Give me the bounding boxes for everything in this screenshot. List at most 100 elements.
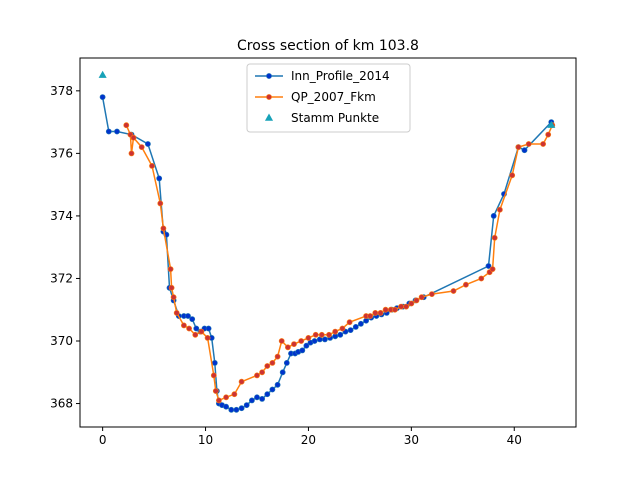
data-point-qp-2007-fkm: [123, 122, 130, 129]
data-point-qp-2007-fkm: [450, 288, 457, 294]
data-point-qp-2007-fkm: [269, 359, 276, 366]
legend: Inn_Profile_2014 QP_2007_Fkm Stamm Punkte: [246, 63, 411, 133]
y-tick-label: 374: [50, 209, 73, 223]
data-point-inn-profile-2014: [264, 391, 271, 398]
data-point-inn-profile-2014: [490, 212, 497, 219]
data-point-inn-profile-2014: [243, 402, 250, 408]
data-point-qp-2007-fkm: [170, 294, 177, 301]
data-point-inn-profile-2014: [283, 359, 290, 366]
data-point-qp-2007-fkm: [149, 162, 155, 169]
x-tick-label: 0: [99, 433, 107, 447]
data-point-qp-2007-fkm: [403, 303, 410, 310]
data-point-qp-2007-fkm: [254, 372, 260, 379]
data-point-inn-profile-2014: [205, 325, 212, 332]
data-point-qp-2007-fkm: [223, 394, 229, 401]
data-point-inn-profile-2014: [114, 128, 120, 135]
y-tick-label: 378: [50, 84, 73, 98]
data-point-qp-2007-fkm: [391, 306, 398, 313]
data-point-inn-profile-2014: [352, 323, 359, 330]
data-point-inn-profile-2014: [233, 406, 240, 413]
data-point-inn-profile-2014: [279, 369, 286, 376]
legend-label-stamm-punkte: Stamm Punkte: [291, 111, 379, 125]
data-point-qp-2007-fkm: [210, 372, 217, 379]
data-point-inn-profile-2014: [303, 342, 310, 349]
data-point-qp-2007-fkm: [138, 144, 145, 150]
data-point-qp-2007-fkm: [339, 325, 346, 332]
legend-marker-inn-profile-2014: [266, 73, 272, 79]
data-point-inn-profile-2014: [485, 263, 492, 269]
data-point-qp-2007-fkm: [509, 172, 516, 179]
data-point-qp-2007-fkm: [462, 281, 469, 288]
data-point-qp-2007-fkm: [192, 331, 199, 338]
data-point-inn-profile-2014: [259, 395, 265, 402]
legend-box: [246, 63, 411, 133]
plot-series: [98, 70, 556, 413]
data-point-qp-2007-fkm: [408, 300, 415, 307]
data-point-qp-2007-fkm: [478, 275, 485, 282]
data-point-inn-profile-2014: [238, 405, 245, 412]
data-point-qp-2007-fkm: [418, 294, 425, 301]
data-point-inn-profile-2014: [99, 94, 106, 100]
data-point-qp-2007-fkm: [291, 341, 297, 347]
data-point-qp-2007-fkm: [525, 141, 532, 147]
data-point-qp-2007-fkm: [215, 397, 222, 404]
data-point-inn-profile-2014: [248, 397, 255, 404]
data-point-qp-2007-fkm: [259, 369, 265, 376]
data-point-qp-2007-fkm: [173, 309, 180, 316]
data-point-qp-2007-fkm: [413, 297, 420, 304]
data-point-qp-2007-fkm: [305, 334, 312, 341]
legend-label-inn-profile-2014: Inn_Profile_2014: [291, 69, 390, 83]
y-tick-label: 376: [50, 146, 73, 160]
y-tick-label: 372: [50, 271, 73, 285]
data-point-qp-2007-fkm: [231, 391, 238, 398]
data-point-qp-2007-fkm: [298, 338, 305, 344]
data-point-qp-2007-fkm: [128, 150, 135, 157]
data-point-qp-2007-fkm: [540, 141, 546, 147]
data-point-qp-2007-fkm: [204, 334, 211, 341]
data-point-qp-2007-fkm: [428, 291, 435, 297]
data-point-qp-2007-fkm: [377, 309, 384, 316]
data-point-qp-2007-fkm: [382, 306, 389, 313]
data-point-qp-2007-fkm: [318, 331, 325, 338]
data-point-qp-2007-fkm: [212, 388, 219, 394]
x-tick-label: 30: [404, 433, 419, 447]
data-point-inn-profile-2014: [299, 347, 306, 354]
data-point-inn-profile-2014: [347, 327, 354, 333]
data-point-stamm-punkte: [98, 70, 107, 78]
data-point-qp-2007-fkm: [312, 331, 319, 338]
data-point-qp-2007-fkm: [284, 344, 291, 351]
data-point-stamm-punkte: [547, 120, 556, 128]
data-point-inn-profile-2014: [311, 338, 318, 344]
data-point-qp-2007-fkm: [160, 225, 167, 232]
plot-frame: [79, 57, 577, 428]
axes: 0 10 20 30 40 368 370 372 374 376 378: [50, 57, 577, 447]
x-tick-label: 10: [198, 433, 213, 447]
data-point-qp-2007-fkm: [398, 303, 404, 310]
data-point-qp-2007-fkm: [496, 206, 503, 213]
data-point-qp-2007-fkm: [167, 266, 174, 272]
data-point-qp-2007-fkm: [545, 131, 552, 138]
data-point-inn-profile-2014: [105, 128, 112, 135]
data-point-inn-profile-2014: [144, 141, 151, 147]
x-tick-label: 20: [301, 433, 316, 447]
data-point-qp-2007-fkm: [278, 338, 285, 344]
chart-title: Cross section of km 103.8: [237, 38, 419, 54]
data-point-inn-profile-2014: [254, 394, 260, 401]
series-line-inn-profile-2014: [101, 96, 552, 411]
data-point-inn-profile-2014: [274, 381, 281, 388]
data-point-qp-2007-fkm: [515, 144, 522, 150]
plot-area: [98, 70, 556, 413]
data-point-inn-profile-2014: [521, 147, 528, 154]
x-tick-label: 40: [507, 433, 522, 447]
data-point-inn-profile-2014: [357, 320, 364, 327]
data-point-inn-profile-2014: [269, 386, 276, 393]
data-point-qp-2007-fkm: [491, 234, 498, 241]
data-point-qp-2007-fkm: [168, 284, 175, 291]
data-point-qp-2007-fkm: [264, 363, 271, 369]
data-point-qp-2007-fkm: [367, 313, 374, 319]
data-point-qp-2007-fkm: [157, 200, 164, 207]
y-tick-label: 370: [50, 334, 73, 348]
legend-marker-stamm-punkte: [264, 113, 274, 121]
data-point-inn-profile-2014: [189, 316, 196, 322]
